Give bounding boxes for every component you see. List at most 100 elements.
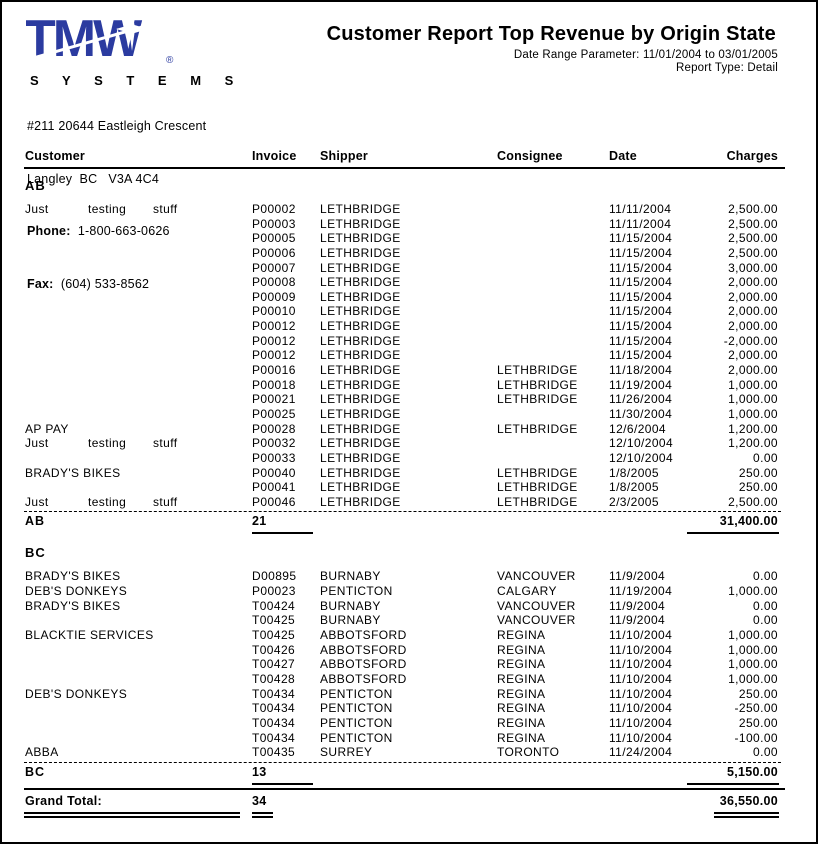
cell-charges: 250.00 <box>738 480 778 495</box>
report-title: Customer Report Top Revenue by Origin St… <box>326 23 776 45</box>
cell-date: 11/11/2004 <box>609 202 672 216</box>
cell-consignee: REGINA <box>497 657 546 672</box>
cell-customer: BLACKTIE SERVICES <box>25 628 154 643</box>
cell-charges: 2,000.00 <box>728 304 778 319</box>
cell-charges: 1,200.00 <box>728 436 778 451</box>
cell-invoice: T00427 <box>252 657 296 672</box>
cell-date: 11/10/2004 <box>609 701 673 716</box>
cell-date: 11/11/2004 <box>609 216 672 231</box>
header-rule <box>24 167 785 169</box>
group-footer-label: BC <box>25 764 46 779</box>
tmw-logo: TMW ® S Y S T E M S <box>24 9 233 88</box>
group-charges-total: 5,150.00 <box>726 764 778 779</box>
group-footer-BC: BC 13 5,150.00 <box>2 763 816 787</box>
phone-label: Phone: <box>27 224 71 238</box>
group-separator-dashed <box>24 511 781 513</box>
cell-date: 11/26/2004 <box>609 392 673 407</box>
cell-date: 11/15/2004 <box>609 289 673 304</box>
grand-total-count: 34 <box>252 793 267 808</box>
cell-shipper: SURREY <box>320 745 373 760</box>
group-header-AB: AB <box>25 178 46 193</box>
phone-value: 1-800-663-0626 <box>70 224 170 238</box>
cell-charges: 2,000.00 <box>728 289 778 304</box>
table-row: Just testing stuff P00002 LETHBRIDGE 11/11/20… <box>2 202 816 217</box>
cell-invoice: T00434 <box>252 701 296 716</box>
table-row: T00425 BURNABY VANCOUVER 11/9/2004 0.00 <box>2 613 816 628</box>
table-row: T00426 ABBOTSFORD REGINA 11/10/2004 1,000.00 <box>2 643 816 658</box>
cell-consignee: LETHBRIDGE <box>497 480 578 495</box>
cell-invoice: P00005 <box>252 231 296 246</box>
table-row: ABBA T00435 SURREY TORONTO 11/24/2004 0.00 <box>2 745 816 760</box>
cell-shipper: PENTICTON <box>320 730 393 745</box>
cell-consignee: REGINA <box>497 701 546 716</box>
group-footer-AB: AB 21 31,400.00 <box>2 512 816 536</box>
cell-shipper: LETHBRIDGE <box>320 450 401 465</box>
cell-invoice: P00003 <box>252 216 296 231</box>
cell-shipper: LETHBRIDGE <box>320 333 401 348</box>
cell-invoice: P00046 <box>252 494 296 509</box>
cell-consignee: REGINA <box>497 671 546 686</box>
cell-date: 11/19/2004 <box>609 377 673 392</box>
cell-consignee: LETHBRIDGE <box>497 494 578 509</box>
report-type: Report Type: Detail <box>675 62 778 74</box>
col-header-customer: Customer <box>25 149 85 163</box>
cell-customer: DEB'S DONKEYS <box>25 584 128 599</box>
logo-streak <box>25 16 175 62</box>
group-charges-total: 31,400.00 <box>719 514 778 529</box>
cell-shipper: LETHBRIDGE <box>320 480 401 495</box>
cell-charges: 0.00 <box>753 598 778 613</box>
table-row: P00007 LETHBRIDGE 11/15/2004 3,000.00 <box>2 261 816 276</box>
table-row: P00012 LETHBRIDGE 11/15/2004 2,000.00 <box>2 348 816 363</box>
cell-date: 11/30/2004 <box>609 406 673 421</box>
cell-consignee: REGINA <box>497 686 546 701</box>
cell-date: 12/10/2004 <box>609 436 674 451</box>
cell-date: 11/18/2004 <box>609 363 673 378</box>
cell-date: 1/8/2005 <box>609 465 659 480</box>
cell-consignee: REGINA <box>497 642 546 657</box>
table-row: P00003 LETHBRIDGE 11/11/2004 2,500.00 <box>2 217 816 232</box>
table-row: P00018 LETHBRIDGE LETHBRIDGE 11/19/2004 1,00… <box>2 378 816 393</box>
cell-date: 11/9/2004 <box>609 569 666 584</box>
cell-date: 11/10/2004 <box>609 657 673 672</box>
total-underline <box>687 782 779 785</box>
table-row: P00012 LETHBRIDGE 11/15/2004 2,000.00 <box>2 319 816 334</box>
grand-total-charges: 36,550.00 <box>719 793 778 808</box>
cell-charges: 2,000.00 <box>728 319 778 334</box>
cell-invoice: T00434 <box>252 730 296 745</box>
grand-total-count-double-underline <box>252 811 273 818</box>
cell-shipper: LETHBRIDGE <box>320 363 401 378</box>
cell-shipper: LETHBRIDGE <box>320 245 401 260</box>
table-row: P00033 LETHBRIDGE 12/10/2004 0.00 <box>2 451 816 466</box>
cell-shipper: LETHBRIDGE <box>320 216 401 231</box>
cell-customer-part: Just <box>25 436 49 451</box>
col-header-consignee: Consignee <box>497 149 563 163</box>
registered-mark: ® <box>166 55 174 66</box>
cell-shipper: ABBOTSFORD <box>320 657 407 672</box>
fax-value: (604) 533-8562 <box>53 276 150 291</box>
cell-date: 12/6/2004 <box>609 421 666 436</box>
cell-invoice: T00424 <box>252 598 296 613</box>
company-address: #211 20644 Eastleigh Crescent Langley BC… <box>27 83 206 328</box>
table-row: Just testing stuff P00046 LETHBRIDGE LETHBRID… <box>2 495 816 510</box>
cell-charges: 1,000.00 <box>728 584 778 599</box>
cell-invoice: P00018 <box>252 377 296 392</box>
grand-total-label: Grand Total: <box>25 793 102 808</box>
tmw-logo-text: TMW <box>26 10 143 67</box>
table-row: BRADY'S BIKES D00895 BURNABY VANCOUVER 11/9/… <box>2 569 816 584</box>
cell-invoice: T00425 <box>252 628 296 643</box>
fax-line: Fax: (604) 533-8562 <box>27 276 206 294</box>
date-range-parameter: Date Range Parameter: 11/01/2004 to 03/0… <box>513 49 778 61</box>
cell-invoice: P00008 <box>252 275 296 290</box>
cell-customer-part: testing <box>88 436 127 451</box>
cell-charges: 3,000.00 <box>728 260 778 275</box>
table-row: P00008 LETHBRIDGE 11/15/2004 2,000.00 <box>2 275 816 290</box>
count-underline <box>252 782 313 785</box>
cell-date: 11/10/2004 <box>609 686 673 701</box>
cell-date: 11/15/2004 <box>609 304 673 319</box>
cell-invoice: P00025 <box>252 406 296 421</box>
cell-invoice: D00895 <box>252 569 297 584</box>
cell-shipper: ABBOTSFORD <box>320 642 407 657</box>
cell-consignee: REGINA <box>497 715 546 730</box>
grand-total-row: Grand Total: 34 36,550.00 <box>2 790 816 832</box>
